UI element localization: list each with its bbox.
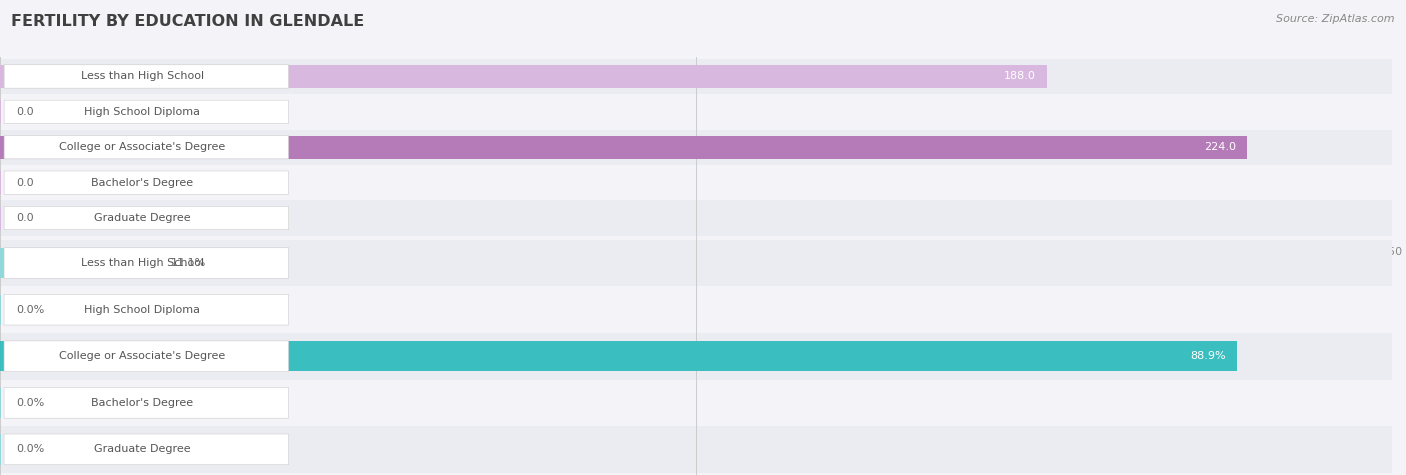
FancyBboxPatch shape <box>4 434 288 465</box>
Text: Bachelor's Degree: Bachelor's Degree <box>91 398 193 408</box>
Text: High School Diploma: High School Diploma <box>84 107 200 117</box>
Bar <box>0 426 1392 473</box>
Text: Less than High School: Less than High School <box>80 71 204 82</box>
Text: 88.9%: 88.9% <box>1191 351 1226 361</box>
Text: 0.0%: 0.0% <box>17 445 45 455</box>
Bar <box>0 380 1392 426</box>
Bar <box>0 94 1392 130</box>
Text: 0.0: 0.0 <box>17 178 34 188</box>
Text: Less than High School: Less than High School <box>80 258 204 268</box>
Text: Bachelor's Degree: Bachelor's Degree <box>91 178 193 188</box>
Bar <box>0 286 1392 333</box>
Text: 11.1%: 11.1% <box>172 258 207 268</box>
Bar <box>0 200 1392 236</box>
FancyBboxPatch shape <box>4 341 288 371</box>
FancyBboxPatch shape <box>4 100 288 124</box>
Bar <box>0 248 155 278</box>
FancyBboxPatch shape <box>4 171 288 194</box>
Text: 224.0: 224.0 <box>1204 142 1236 152</box>
Text: Graduate Degree: Graduate Degree <box>94 445 190 455</box>
Text: 0.0: 0.0 <box>17 107 34 117</box>
Bar <box>0 240 1392 286</box>
Text: High School Diploma: High School Diploma <box>84 304 200 314</box>
Bar <box>0 165 1392 200</box>
Text: Graduate Degree: Graduate Degree <box>94 213 190 223</box>
Text: 0.0%: 0.0% <box>17 304 45 314</box>
Text: 188.0: 188.0 <box>1004 71 1036 82</box>
FancyBboxPatch shape <box>4 388 288 418</box>
Text: Source: ZipAtlas.com: Source: ZipAtlas.com <box>1277 14 1395 24</box>
Bar <box>0 333 1392 380</box>
FancyBboxPatch shape <box>4 65 288 88</box>
FancyBboxPatch shape <box>4 206 288 230</box>
Bar <box>0 341 1237 371</box>
FancyBboxPatch shape <box>4 294 288 325</box>
FancyBboxPatch shape <box>4 135 288 159</box>
Bar <box>0 130 1392 165</box>
FancyBboxPatch shape <box>4 248 288 278</box>
Bar <box>0 59 1392 94</box>
Text: College or Associate's Degree: College or Associate's Degree <box>59 351 225 361</box>
Text: FERTILITY BY EDUCATION IN GLENDALE: FERTILITY BY EDUCATION IN GLENDALE <box>11 14 364 29</box>
Text: 0.0%: 0.0% <box>17 398 45 408</box>
Bar <box>0 65 1046 88</box>
Text: 0.0: 0.0 <box>17 213 34 223</box>
Bar <box>0 136 1247 159</box>
Text: College or Associate's Degree: College or Associate's Degree <box>59 142 225 152</box>
